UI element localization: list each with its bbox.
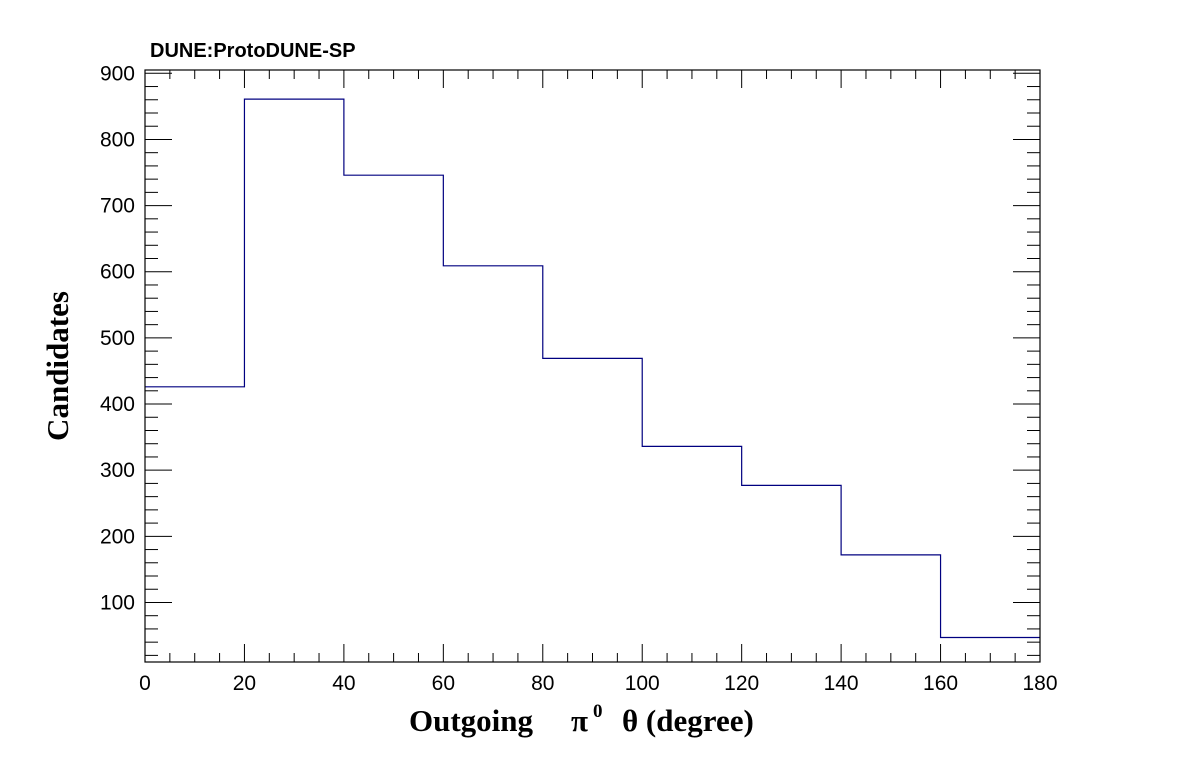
y-axis-title: Candidates bbox=[40, 291, 75, 441]
experiment-label: DUNE:ProtoDUNE-SP bbox=[150, 40, 356, 62]
x-axis-title-prefix: Outgoing bbox=[409, 703, 534, 738]
x-tick-label: 60 bbox=[432, 672, 455, 695]
x-tick-label: 120 bbox=[724, 672, 759, 695]
histogram-series-line bbox=[145, 98, 1040, 639]
y-tick-label: 700 bbox=[100, 195, 135, 218]
y-tick-label: 900 bbox=[100, 62, 135, 85]
axis-tick-labels: 0 20 40 60 80 100 120 140 160 180 100 200 300 400 500 6… bbox=[100, 62, 1058, 695]
x-tick-label: 100 bbox=[625, 672, 660, 695]
axis-ticks bbox=[144, 70, 1041, 662]
x-tick-label: 180 bbox=[1022, 672, 1057, 695]
y-tick-label: 600 bbox=[100, 261, 135, 284]
x-axis-title: Outgoing π 0 θ (degree) bbox=[409, 701, 754, 738]
x-tick-label: 20 bbox=[233, 672, 256, 695]
y-tick-label: 800 bbox=[100, 128, 135, 151]
x-tick-label: 140 bbox=[824, 672, 859, 695]
y-tick-label: 400 bbox=[100, 393, 135, 416]
x-tick-label: 0 bbox=[139, 672, 151, 695]
y-tick-label: 500 bbox=[100, 327, 135, 350]
plot-frame bbox=[144, 69, 1041, 663]
x-axis-title-superscript: 0 bbox=[593, 701, 603, 722]
x-tick-label: 160 bbox=[923, 672, 958, 695]
x-axis-title-suffix: θ (degree) bbox=[622, 703, 754, 738]
x-tick-label: 40 bbox=[332, 672, 355, 695]
x-axis-title-particle: π bbox=[571, 703, 588, 738]
y-tick-label: 100 bbox=[100, 591, 135, 614]
y-tick-label: 200 bbox=[100, 525, 135, 548]
x-tick-label: 80 bbox=[531, 672, 554, 695]
y-tick-label: 300 bbox=[100, 459, 135, 482]
